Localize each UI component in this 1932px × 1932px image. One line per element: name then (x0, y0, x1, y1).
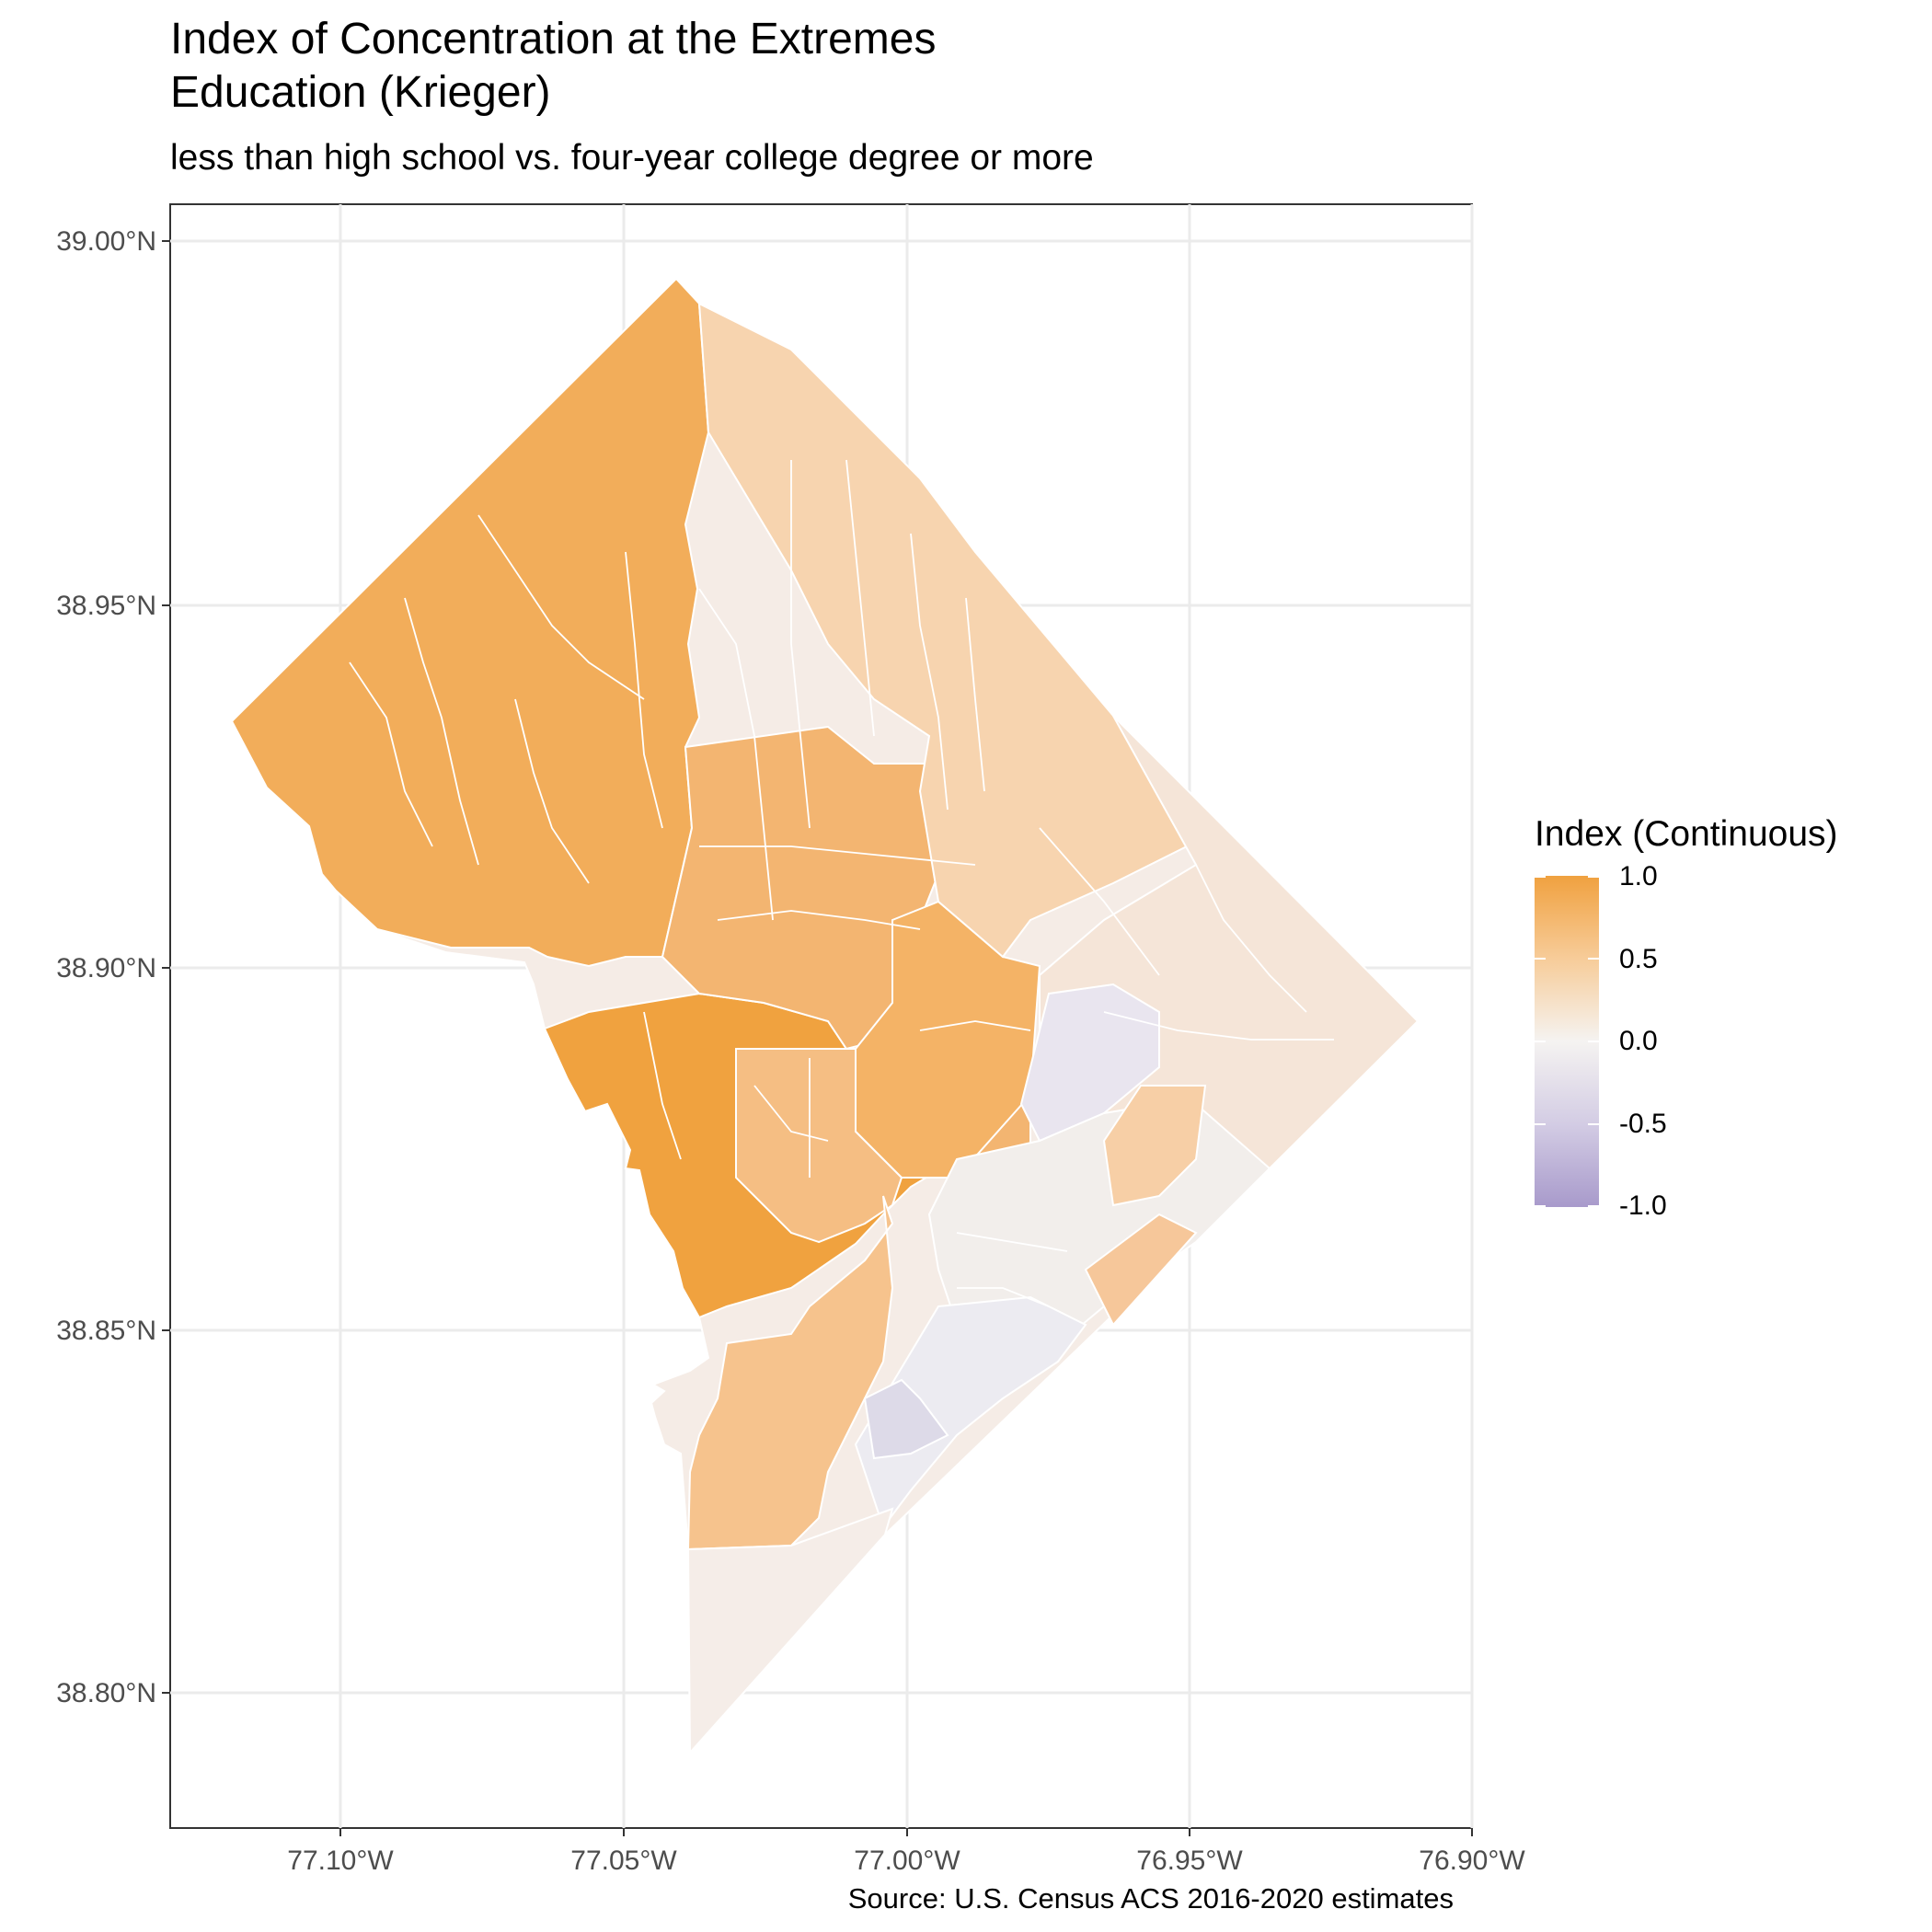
tract-region-navy-yard (735, 1048, 903, 1244)
y-tick-label: 38.90°N (56, 953, 156, 983)
y-tick-label: 38.80°N (56, 1678, 156, 1708)
boundary-line (1039, 827, 1160, 976)
boundary-line (1103, 1011, 1334, 1041)
tract-region-northwest (230, 277, 710, 968)
legend-tick-left (1535, 1041, 1546, 1042)
legend-tick-left (1535, 1205, 1546, 1207)
axis-ticks (162, 240, 1473, 1836)
x-tick-label: 77.00°W (854, 1846, 960, 1876)
legend-colorbar (1535, 876, 1599, 1207)
legend-tick-right (1588, 1123, 1599, 1125)
legend-tick-right (1588, 876, 1599, 878)
title-line-1: Index of Concentration at the Extremes (170, 15, 937, 63)
boundary-line (965, 597, 985, 792)
chart-subtitle: less than high school vs. four-year coll… (170, 138, 1094, 178)
x-tick-label: 77.10°W (287, 1846, 394, 1876)
y-tick-label: 38.95°N (56, 591, 156, 621)
boundary-line (753, 1085, 829, 1142)
x-tick-label: 77.05°W (570, 1846, 677, 1876)
legend-label: 0.0 (1619, 1026, 1658, 1056)
boundary-line (919, 1020, 1031, 1031)
legend-tick-right (1588, 1205, 1599, 1207)
source-caption: Source: U.S. Census ACS 2016-2020 estima… (847, 1882, 1454, 1915)
boundary-line (956, 1232, 1068, 1252)
boundary-line (698, 588, 774, 921)
tract-region-se-orange (1084, 1213, 1198, 1327)
title-line-2: Education (Krieger) (170, 68, 551, 117)
legend-tick-right (1588, 958, 1599, 960)
legend-label: -1.0 (1619, 1190, 1667, 1221)
boundary-line (404, 597, 479, 866)
boundary-line (790, 460, 811, 829)
y-tick-label: 38.85°N (56, 1316, 156, 1346)
boundary-line (699, 845, 976, 866)
boundary-line (910, 533, 949, 811)
tract-region-congress-heights (854, 1295, 1087, 1530)
legend-tick-left (1535, 876, 1546, 878)
boundary-line (643, 1011, 682, 1160)
tract-region-anacostia-park (686, 1195, 894, 1551)
legend-title: Index (Continuous) (1535, 814, 1838, 854)
legend-label: 0.5 (1619, 944, 1658, 974)
tract-region-purple-patch (863, 1378, 949, 1460)
legend-label: -0.5 (1619, 1109, 1667, 1139)
tract-region-northeast (697, 302, 1225, 959)
tract-region-benning (1102, 1085, 1207, 1207)
x-tick-label: 76.95°W (1136, 1846, 1243, 1876)
legend-tick-left (1535, 958, 1546, 960)
boundary-line (477, 514, 645, 700)
boundary-line (957, 1287, 1050, 1307)
x-tick-label: 76.90°W (1419, 1846, 1525, 1876)
legend-label: 1.0 (1619, 861, 1658, 891)
tract-region-far-south (686, 1507, 894, 1755)
tract-region-deanwood (1019, 983, 1160, 1143)
legend-tick-right (1588, 1041, 1599, 1042)
boundary-line (349, 661, 433, 847)
boundary-line (1195, 864, 1307, 1013)
boundary-line (514, 698, 590, 884)
boundary-line (717, 910, 921, 930)
chart-title: Index of Concentration at the Extremes E… (170, 13, 936, 120)
tract-boundaries (349, 459, 1334, 1307)
y-tick-label: 39.00°N (56, 226, 156, 257)
boundary-line (625, 551, 663, 829)
legend-tick-left (1535, 1123, 1546, 1125)
boundary-line (845, 459, 875, 737)
